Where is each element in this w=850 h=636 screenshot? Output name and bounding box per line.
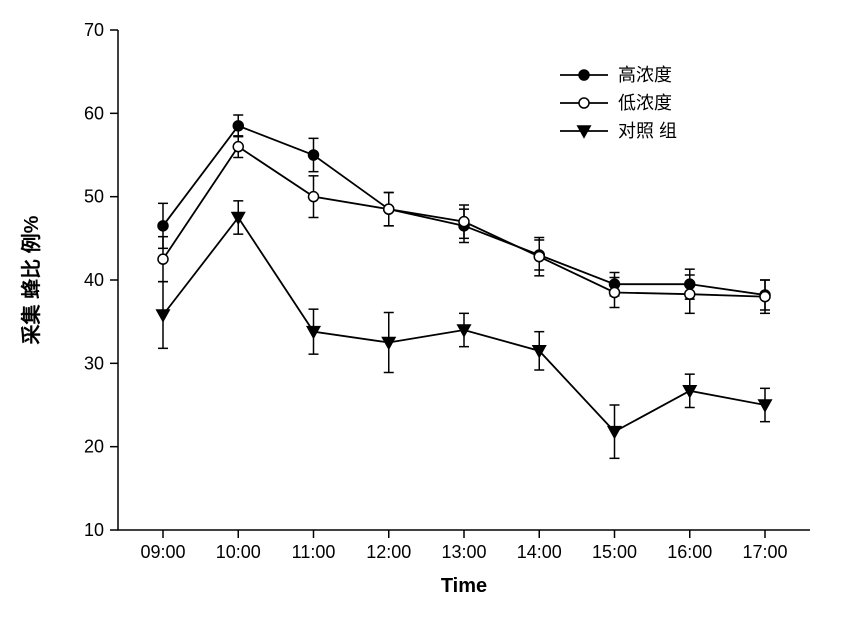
legend: 高浓度低浓度对照 组	[560, 65, 677, 141]
x-tick-label: 15:00	[592, 542, 637, 562]
legend-label: 低浓度	[618, 93, 672, 113]
axes	[118, 30, 810, 530]
y-tick-label: 70	[84, 20, 104, 40]
x-tick-label: 16:00	[667, 542, 712, 562]
x-tick-label: 09:00	[140, 542, 185, 562]
series	[158, 136, 770, 314]
x-tick-label: 14:00	[517, 542, 562, 562]
x-tick-label: 13:00	[441, 542, 486, 562]
y-tick-label: 50	[84, 187, 104, 207]
y-axis-label: 采集 蜂比 例%	[19, 215, 43, 344]
chart-container: 10 20 30 40 50 60 70 09:00 10:00 11:00 12:00 13:00 1…	[0, 0, 850, 636]
x-tick-label: 11:00	[292, 542, 336, 562]
y-tick-label: 20	[84, 437, 104, 457]
legend-label: 高浓度	[618, 65, 672, 85]
y-tick-label: 60	[84, 103, 104, 123]
x-tick-label: 17:00	[742, 542, 787, 562]
line-chart: 10 20 30 40 50 60 70 09:00 10:00 11:00 12:00 13:00 1…	[0, 0, 850, 636]
x-tick-label: 12:00	[366, 542, 411, 562]
x-axis-label: Time	[441, 575, 487, 597]
y-tick-label: 10	[84, 520, 104, 540]
legend-label: 对照 组	[618, 121, 677, 141]
y-tick-label: 30	[84, 353, 104, 373]
y-tick-label: 40	[84, 270, 104, 290]
x-tick-label: 10:00	[216, 542, 261, 562]
